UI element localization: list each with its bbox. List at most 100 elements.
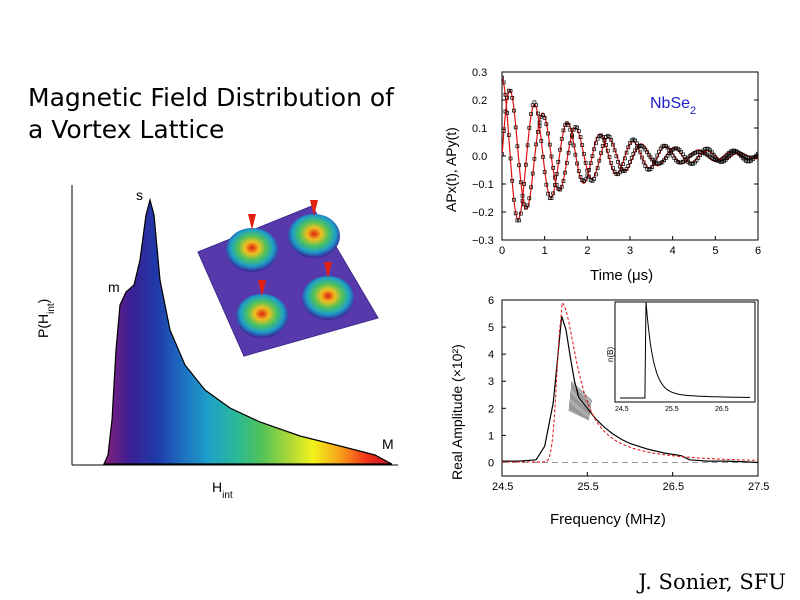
hatch-line <box>577 389 582 416</box>
field-distribution-plot: s m M P(Hint) Hint <box>35 185 398 501</box>
precession-point <box>506 133 511 137</box>
vortex-tip-1 <box>248 214 256 230</box>
precession-point <box>502 152 504 156</box>
freq-y-tick-label: 6 <box>488 295 494 307</box>
precession-point <box>631 151 636 156</box>
time-x-tick-label: 4 <box>670 245 676 257</box>
hatch-line <box>588 399 592 421</box>
precession-point <box>585 168 590 173</box>
time-chart-y-label: APx(t), APy(t) <box>443 127 459 212</box>
inset-x-tick-label: 25.5 <box>665 406 679 413</box>
precession-point <box>535 111 540 116</box>
precession-point <box>553 175 557 180</box>
precession-point <box>756 154 758 159</box>
time-chart-frame <box>501 71 759 241</box>
vortex-tip-2 <box>310 200 318 216</box>
precession-point <box>616 160 620 164</box>
precession-point <box>583 160 588 165</box>
precession-point <box>546 131 550 136</box>
hatch-line <box>587 398 591 420</box>
precession-point <box>602 138 607 143</box>
vortex-lattice-surface <box>197 200 379 357</box>
frequency-chart-y-label: Real Amplitude (×10²) <box>449 344 465 480</box>
time-y-tick-label: 0.0 <box>472 151 487 163</box>
vortex-peak-3 <box>236 294 288 338</box>
hatch-line <box>582 393 586 418</box>
freq-y-tick-label: 5 <box>488 322 494 334</box>
hatch-line <box>578 390 583 416</box>
precession-point <box>597 158 602 163</box>
precession-point <box>551 165 556 170</box>
distribution-y-label: P(Hint) <box>35 299 57 338</box>
precession-point <box>626 164 631 168</box>
peak-label-s: s <box>136 187 143 203</box>
spectrum-fit-line <box>502 301 758 463</box>
precession-point <box>594 172 598 177</box>
precession-point <box>561 128 566 133</box>
precession-point <box>614 154 619 159</box>
precession-point <box>578 135 583 140</box>
precession-point <box>624 150 629 155</box>
hatch-line <box>571 384 576 413</box>
time-x-tick-label: 2 <box>584 245 590 257</box>
precession-point <box>595 166 600 170</box>
precession-point <box>612 148 617 153</box>
precession-point <box>655 153 660 158</box>
hatch-line <box>579 391 584 417</box>
precession-point <box>505 95 509 100</box>
precession-point <box>547 142 552 147</box>
time-chart-x-label: Time (μs) <box>590 267 653 284</box>
precession-point <box>621 162 626 166</box>
precession-point <box>588 161 593 166</box>
chart-title-nbse2: NbSe2 <box>650 95 696 117</box>
field-distribution-curve <box>103 197 393 465</box>
precession-point <box>524 162 528 167</box>
hatch-line <box>583 394 587 418</box>
time-x-tick-label: 1 <box>542 245 548 257</box>
time-y-tick-label: 0.2 <box>472 95 487 107</box>
precession-point <box>520 199 525 203</box>
precession-point <box>518 211 523 216</box>
precession-point <box>512 108 516 113</box>
precession-point <box>559 184 564 189</box>
precession-point <box>520 193 525 198</box>
precession-point <box>587 174 591 179</box>
precession-point <box>554 182 559 187</box>
vortex-peak-2 <box>288 214 340 258</box>
precession-point <box>556 159 561 164</box>
precession-point <box>576 129 581 133</box>
inset-frame <box>614 301 756 403</box>
time-x-tick-label: 5 <box>712 245 718 257</box>
freq-y-tick-label: 2 <box>488 403 494 415</box>
time-x-tick-label: 3 <box>627 245 633 257</box>
precession-point <box>527 125 532 130</box>
precession-point <box>512 197 516 202</box>
precession-point <box>641 160 646 165</box>
precession-point <box>561 179 566 183</box>
precession-point <box>582 152 586 156</box>
hatch-line <box>575 388 580 415</box>
precession-point <box>534 142 538 147</box>
slide-title-line-2: a Vortex Lattice <box>28 115 225 144</box>
precession-point <box>590 154 595 158</box>
precession-point <box>623 156 627 161</box>
precession-point <box>609 138 614 142</box>
precession-point <box>559 136 564 141</box>
slide-title: Magnetic Field Distribution of a Vortex … <box>28 82 428 146</box>
time-y-tick-label: −0.3 <box>472 235 494 247</box>
precession-point <box>502 129 506 133</box>
precession-point <box>527 196 532 201</box>
precession-point <box>542 116 547 120</box>
freq-x-tick-label: 24.5 <box>492 481 513 493</box>
freq-y-tick-label: 4 <box>488 349 494 361</box>
time-domain-chart: 0 1 2 3 4 5 6 0.3 0.2 0.1 0.0 −0.1 −0.2 −0.3 NbSe2 AP… <box>443 67 761 284</box>
freq-x-tick-label: 27.5 <box>748 481 769 493</box>
precession-point <box>638 150 643 155</box>
vortex-peak-1 <box>226 228 278 272</box>
time-x-tick-label: 0 <box>499 245 505 257</box>
precession-point <box>522 182 527 186</box>
precession-point <box>628 160 632 164</box>
precession-point <box>558 147 562 152</box>
hatch-line <box>570 383 575 413</box>
hatch-line <box>572 385 577 413</box>
